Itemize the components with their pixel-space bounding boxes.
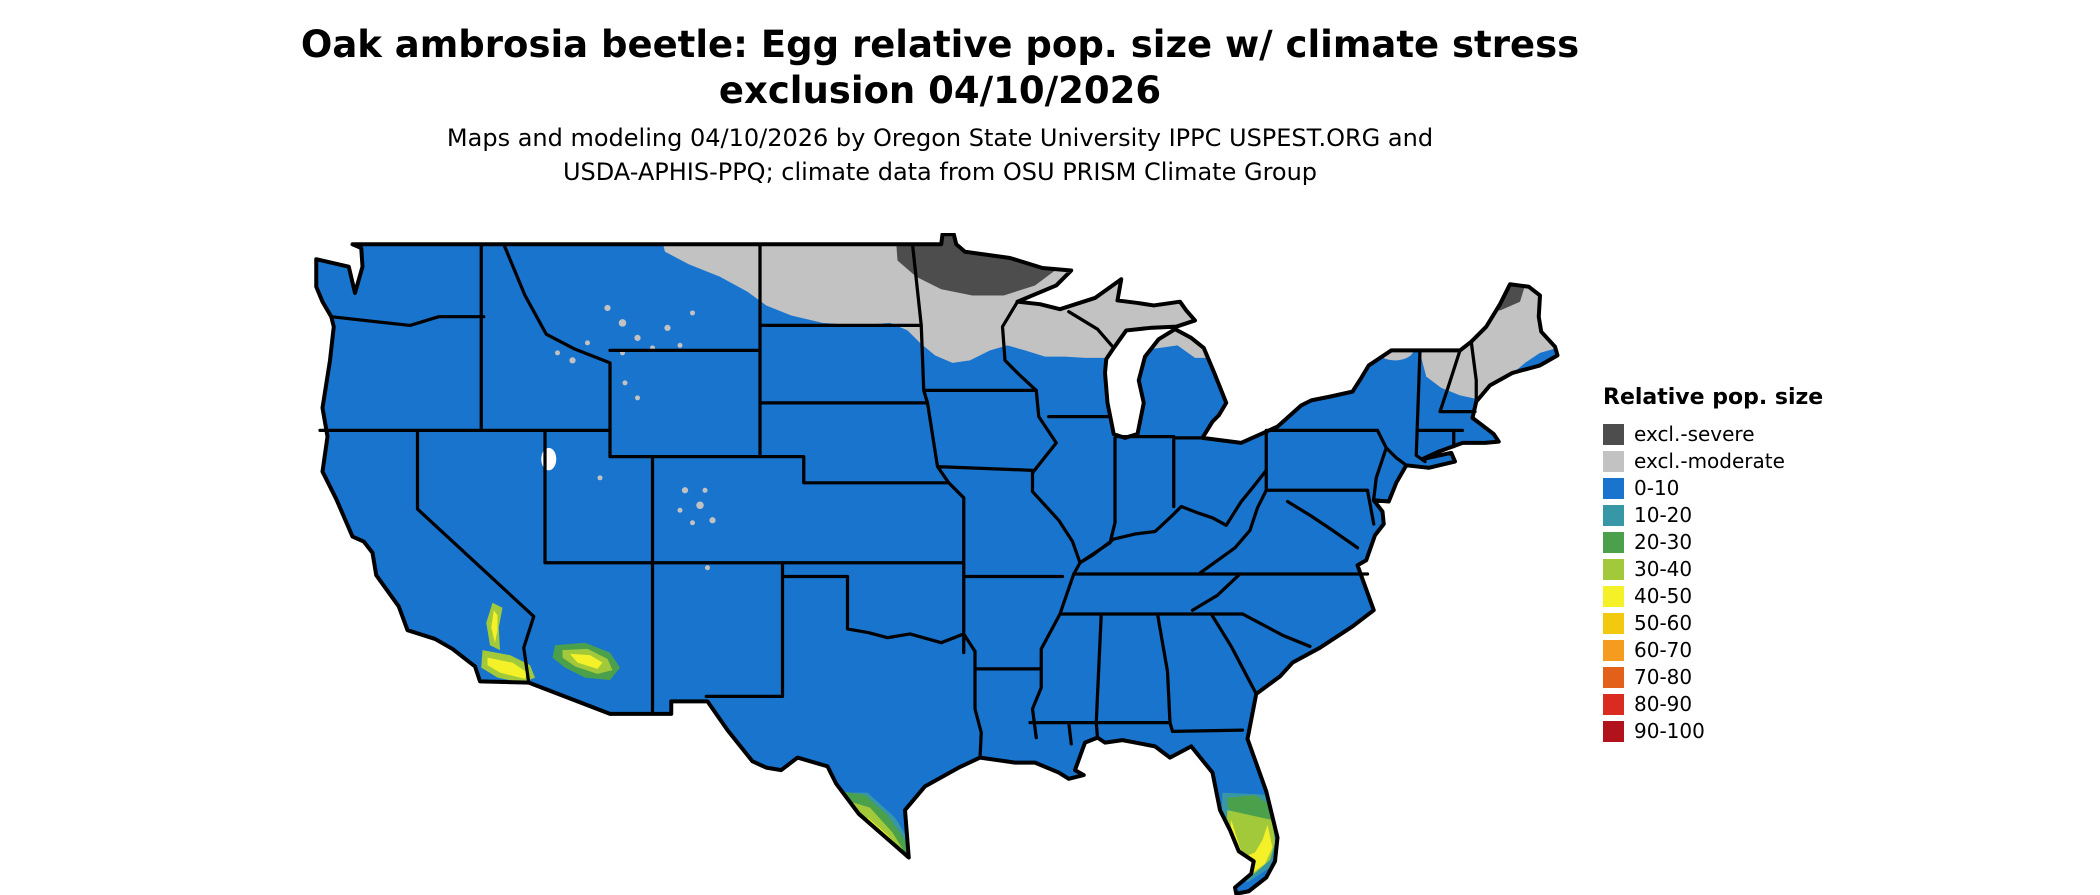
region-socal-40-50 xyxy=(487,657,528,679)
legend-label: 60-70 xyxy=(1634,638,1693,662)
legend-swatch-40-50 xyxy=(1603,586,1624,607)
legend-item: 30-40 xyxy=(1603,559,1903,580)
legend-label: 40-50 xyxy=(1634,584,1693,608)
legend-item: 60-70 xyxy=(1603,640,1903,661)
legend-item: excl.-severe xyxy=(1603,424,1903,445)
legend-item: 50-60 xyxy=(1603,613,1903,634)
legend-swatch-20-30 xyxy=(1603,532,1624,553)
legend-item: 40-50 xyxy=(1603,586,1903,607)
legend-label: 80-90 xyxy=(1634,692,1693,716)
legend-item: 10-20 xyxy=(1603,505,1903,526)
state-borders xyxy=(318,242,1478,760)
legend-swatch-excl-severe xyxy=(1603,424,1624,445)
legend-label: 10-20 xyxy=(1634,503,1693,527)
title-line-2: exclusion 04/10/2026 xyxy=(718,69,1162,113)
legend-swatch-90-100 xyxy=(1603,721,1624,742)
legend-swatch-10-20 xyxy=(1603,505,1624,526)
legend-swatch-60-70 xyxy=(1603,640,1624,661)
legend-label: 0-10 xyxy=(1634,476,1680,500)
subtitle-line-1: Maps and modeling 04/10/2026 by Oregon S… xyxy=(446,124,1434,152)
legend-swatch-0-10 xyxy=(1603,478,1624,499)
legend-swatch-50-60 xyxy=(1603,613,1624,634)
region-fl-40-50-west xyxy=(1230,820,1248,868)
legend-item: 70-80 xyxy=(1603,667,1903,688)
us-map xyxy=(310,233,1560,895)
legend-swatch-70-80 xyxy=(1603,667,1624,688)
region-az-40-50 xyxy=(570,653,603,669)
legend-item: 0-10 xyxy=(1603,478,1903,499)
legend-swatch-80-90 xyxy=(1603,694,1624,715)
legend-item: 20-30 xyxy=(1603,532,1903,553)
legend-label: 20-30 xyxy=(1634,530,1693,554)
legend-label: excl.-severe xyxy=(1634,422,1755,446)
conus-outline xyxy=(314,233,1560,895)
page-title: Oak ambrosia beetle: Egg relative pop. s… xyxy=(240,22,1640,115)
legend-item: 90-100 xyxy=(1603,721,1903,742)
legend-label: 70-80 xyxy=(1634,665,1693,689)
legend-label: 30-40 xyxy=(1634,557,1693,581)
us-map-svg xyxy=(314,233,1560,895)
subtitle-line-2: USDA-APHIS-PPQ; climate data from OSU PR… xyxy=(562,157,1318,186)
map-subtitle: Maps and modeling 04/10/2026 by Oregon S… xyxy=(240,122,1640,189)
legend-label: 50-60 xyxy=(1634,611,1693,635)
legend-title: Relative pop. size xyxy=(1603,385,1824,410)
legend-item: 80-90 xyxy=(1603,694,1903,715)
title-line-1: Oak ambrosia beetle: Egg relative pop. s… xyxy=(300,23,1580,66)
legend-item: excl.-moderate xyxy=(1603,451,1903,472)
legend-swatch-30-40 xyxy=(1603,559,1624,580)
map-legend: Relative pop. size excl.-severe excl.-mo… xyxy=(1603,385,1903,742)
legend-swatch-excl-moderate xyxy=(1603,451,1624,472)
region-ca-valley-40-50 xyxy=(491,610,498,643)
legend-label: excl.-moderate xyxy=(1634,449,1785,473)
legend-label: 90-100 xyxy=(1634,719,1705,743)
legend-rows: excl.-severe excl.-moderate 0-10 10-20 2… xyxy=(1603,424,1903,742)
region-excl-moderate-speckles xyxy=(555,304,716,571)
